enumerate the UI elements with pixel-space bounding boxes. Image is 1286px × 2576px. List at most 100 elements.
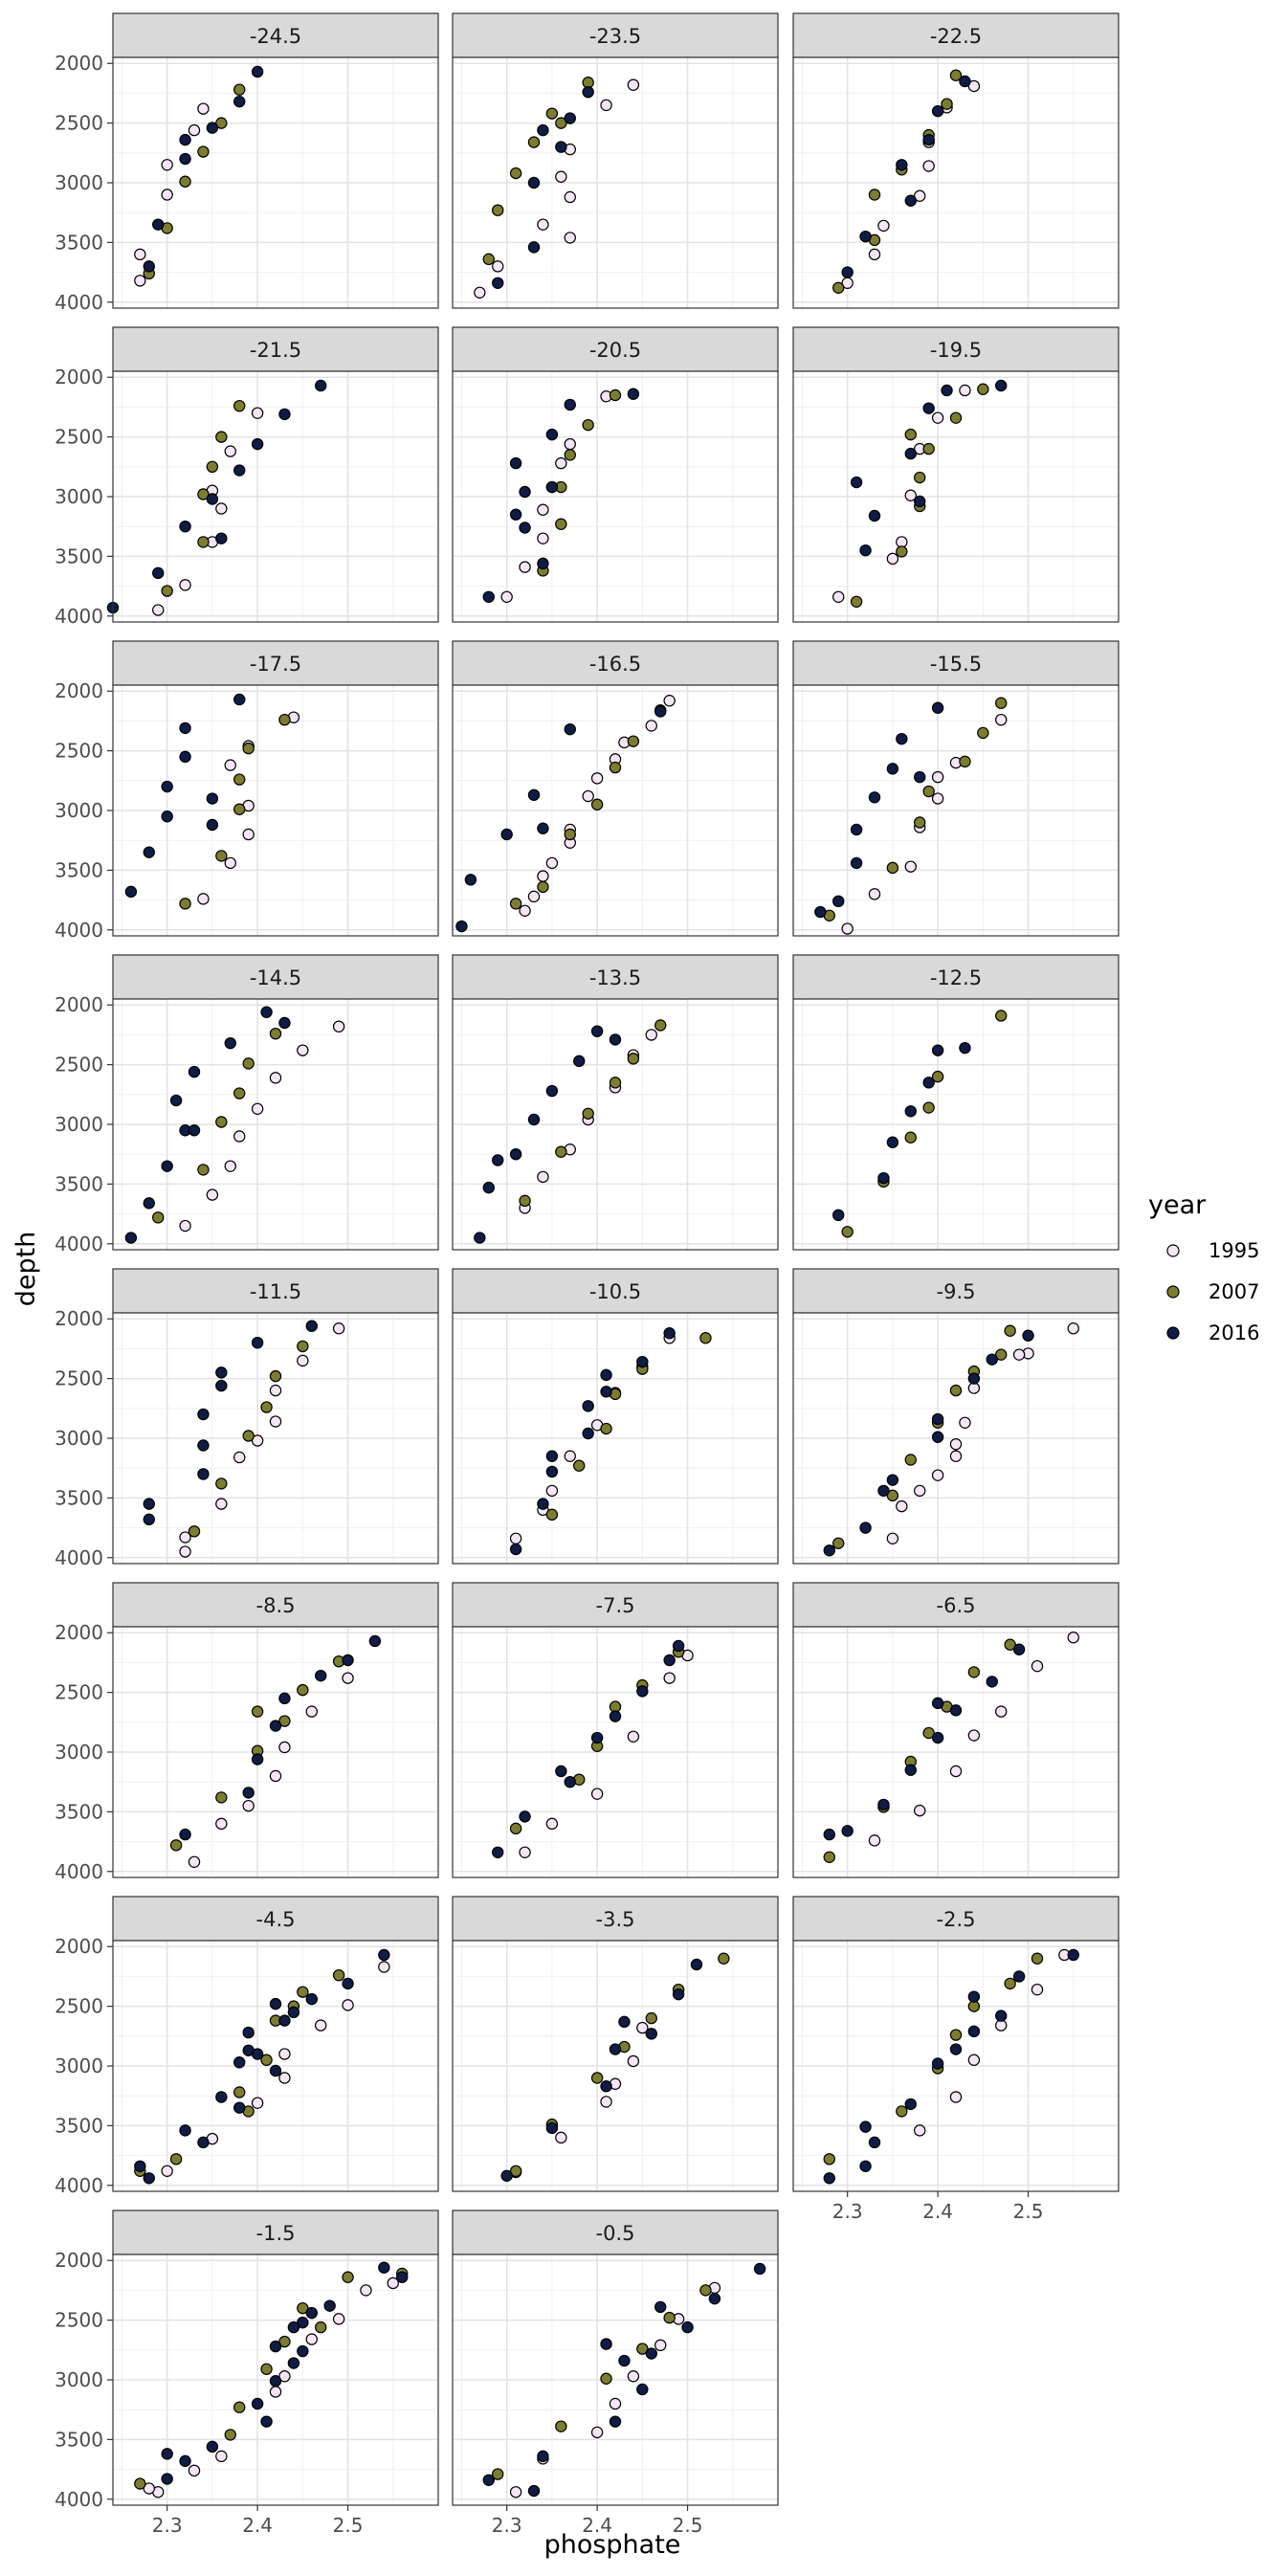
data-point [500, 2169, 513, 2182]
data-point [868, 2136, 881, 2149]
data-point [509, 1822, 522, 1835]
facet-panel: -15.5 [792, 640, 1120, 937]
data-point [251, 1102, 264, 1115]
data-point [663, 2311, 676, 2324]
data-point [823, 1851, 835, 1863]
facet-strip [452, 12, 779, 58]
data-point [188, 2464, 201, 2477]
data-point [297, 1683, 309, 1697]
facet-strip-label: -9.5 [937, 1280, 976, 1303]
data-point [868, 1834, 881, 1847]
data-point [527, 1113, 541, 1126]
data-point [832, 1537, 845, 1549]
data-point [699, 1331, 712, 1344]
data-point [753, 2262, 766, 2276]
data-point [233, 1130, 246, 1143]
facet-strip-label: -1.5 [256, 2222, 296, 2245]
data-point [841, 1226, 854, 1238]
data-point [904, 489, 917, 501]
facet-panel: -11.5 2000 2500 3000 3500 4000 [55, 1268, 439, 1569]
data-point [555, 170, 567, 183]
data-point [332, 1968, 345, 1982]
data-point [931, 1412, 944, 1426]
y-tick-label: 2500 [55, 1367, 103, 1390]
panel-border [452, 998, 779, 1251]
data-point [509, 456, 522, 470]
panel-border [792, 1626, 1120, 1878]
x-tick-label: 2.3 [832, 2200, 863, 2223]
data-point [492, 277, 504, 289]
data-point [251, 437, 264, 451]
data-point [269, 2375, 282, 2387]
y-tick-label: 4000 [55, 291, 103, 314]
y-tick-label: 2500 [55, 1681, 103, 1704]
facet-panel: -9.5 [792, 1268, 1120, 1565]
x-tick-label: 2.5 [673, 2514, 703, 2537]
data-point [537, 557, 549, 570]
data-point [977, 383, 989, 395]
data-point [269, 1384, 282, 1397]
data-point [886, 763, 899, 775]
data-point [609, 2415, 622, 2428]
data-point [278, 2014, 291, 2027]
facet-strip-label: -6.5 [937, 1594, 976, 1617]
data-point [627, 735, 640, 747]
data-point [537, 123, 549, 137]
data-point [464, 874, 477, 886]
data-point [600, 2372, 612, 2385]
data-point [850, 823, 863, 836]
data-point [931, 104, 944, 118]
y-tick-label: 3000 [55, 2368, 103, 2391]
facet-strip [792, 1896, 1120, 1942]
data-point [914, 816, 926, 829]
data-point [959, 75, 971, 88]
data-point [886, 1136, 899, 1148]
data-point [527, 788, 541, 801]
data-point [555, 456, 567, 470]
data-point [537, 870, 549, 882]
panel-border [792, 684, 1120, 937]
facet-strip [452, 326, 779, 372]
data-point [877, 1171, 890, 1185]
data-point [224, 2429, 236, 2441]
data-point [627, 2370, 640, 2383]
x-tick-label: 2.4 [582, 2514, 612, 2537]
data-point [224, 1160, 236, 1172]
data-point [537, 218, 549, 231]
data-point [206, 493, 219, 505]
data-point [564, 398, 576, 411]
panel-border [452, 56, 779, 309]
facet-strip-label: -17.5 [250, 653, 301, 676]
data-point [215, 1366, 228, 1379]
data-point [708, 2292, 721, 2305]
y-tick-label: 4000 [55, 1546, 103, 1569]
data-point [1012, 1348, 1026, 1361]
data-point [305, 1705, 318, 1718]
data-point [564, 828, 576, 841]
data-point [896, 1499, 908, 1513]
data-point [949, 2091, 963, 2103]
data-point [269, 2386, 282, 2398]
data-point [179, 898, 191, 910]
data-point [859, 544, 872, 557]
data-point [995, 1348, 1008, 1361]
y-tick-label: 4000 [55, 2174, 103, 2197]
facet-panel: -1.5 2000 2500 3000 3500 4000 2.3 2.4 2.5 [55, 2210, 439, 2537]
facet-strip-label: -21.5 [250, 339, 301, 362]
x-tick-label: 2.4 [922, 2200, 953, 2223]
data-point [868, 248, 881, 261]
data-point [278, 713, 291, 726]
data-point [663, 695, 676, 707]
data-point [161, 2448, 173, 2460]
data-point [269, 2064, 282, 2077]
data-point [886, 861, 899, 875]
data-point [224, 1036, 236, 1050]
data-point [260, 2054, 273, 2066]
data-point [590, 2072, 604, 2084]
y-tick-label: 2000 [55, 1621, 103, 1644]
data-point [555, 2131, 567, 2144]
data-point [215, 850, 228, 862]
data-point [278, 408, 291, 421]
data-point [509, 508, 522, 521]
data-point [841, 922, 854, 935]
